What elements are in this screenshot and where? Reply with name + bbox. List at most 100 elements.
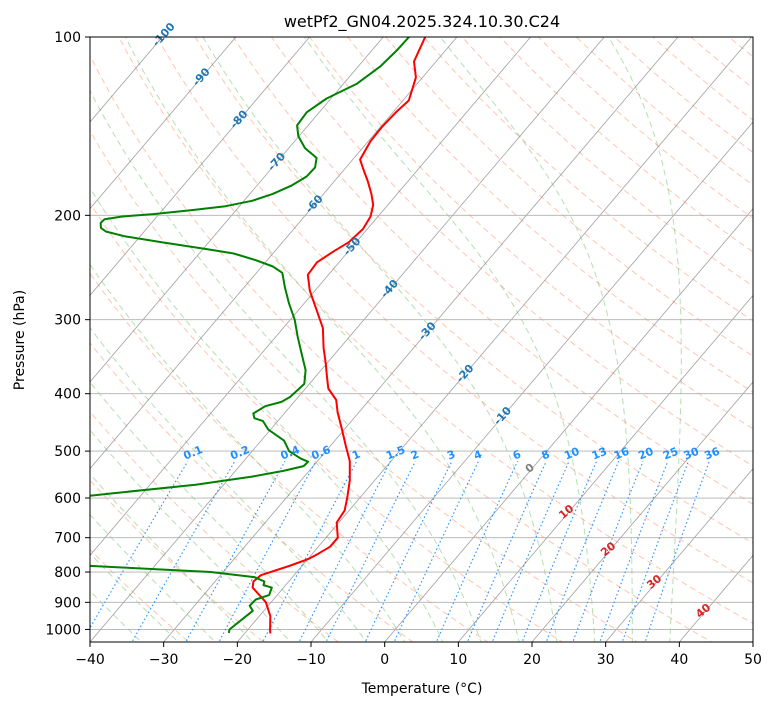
profile-series [90,37,427,634]
dry-adiabat-line [90,410,340,642]
y-tick-label: 200 [54,208,81,224]
y-tick-label: 400 [54,387,81,403]
x-tick-label: 40 [670,652,688,668]
x-tick-label: −40 [75,652,105,668]
y-tick-label: 500 [54,444,81,460]
moist-adiabat-line [202,37,558,642]
pressure-grid [90,37,753,630]
mixing-ratio-line [364,460,453,642]
isotherm-line [90,37,384,383]
moist-adiabat-line [607,37,682,642]
dry-adiabat-line [90,202,564,642]
x-axis: −40 −30 −20 −10 0 10 20 30 40 50 [75,642,762,668]
y-tick-label: 1000 [45,622,81,638]
isotherm-line [90,37,163,123]
isotherm-line [90,37,605,642]
isotherm-line [457,294,753,642]
isotherm-line [310,121,753,642]
mixing-ratio-line [218,460,317,642]
mixing-ratio-line [621,460,690,642]
mixing-ratio-label: 8 [540,448,552,463]
mixing-ratio-line [572,460,644,642]
dry-adiabat-line [90,54,713,642]
x-tick-label: 30 [597,652,615,668]
x-tick-label: 50 [744,652,762,668]
dry-adiabat-line [194,37,753,544]
isotherm-line [531,381,753,642]
plot-frame [89,36,754,643]
isotherm-line [605,468,753,642]
mixing-ratio-label: 10 [562,445,581,463]
y-axis: 100 200 300 400 500 600 700 800 900 1000 [45,30,90,638]
moist-adiabat-line [90,552,179,642]
mixing-ratio-label: 20 [636,445,655,463]
dry-adiabat-line [270,37,753,467]
mixing-ratio-label: 3 [445,448,457,463]
moist-adiabat-line [90,89,482,642]
mixing-ratio-line [466,460,547,642]
dry-adiabat-line [385,37,753,357]
mixing-ratio-line [131,460,236,642]
dry-adiabat-line [90,272,489,642]
mixing-ratio-lines [90,460,710,642]
mixing-ratio-label: 2 [409,448,421,463]
x-tick-label: 0 [380,652,389,668]
isotherms [90,37,753,642]
mixing-ratio-label: 13 [590,445,609,463]
isotherm-line [90,37,311,296]
dry-adiabats [90,37,753,642]
moist-adiabat-line [90,186,444,642]
isotherm-line [90,37,532,556]
mixing-ratio-label: 1 [350,448,362,463]
moist-adiabat-line [90,473,254,642]
dry-adiabat-line [156,37,753,584]
dry-adiabat-line [118,37,753,625]
y-axis-title: Pressure (hPa) [12,290,28,390]
dry-adiabat-line [308,37,753,430]
dewpoint-profile-line [90,37,410,634]
mixing-ratio-line [90,460,189,629]
moist-adiabats [90,37,682,642]
y-tick-label: 700 [54,531,81,547]
isotherm-line [236,37,753,642]
isotherm-line [163,37,679,642]
isotherm-line [384,208,753,642]
isotherm-line [90,37,458,470]
mixing-ratio-line [545,460,620,642]
y-tick-label: 100 [54,30,81,46]
x-axis-title: Temperature (°C) [361,681,483,697]
chart-title: wetPf2_GN04.2025.324.10.30.C24 [284,12,560,32]
mixing-ratio-line [521,460,598,642]
y-tick-label: 300 [54,313,81,329]
dry-adiabat-line [232,37,753,505]
mixing-ratio-line [393,460,479,642]
moist-adiabat-line [90,263,406,642]
x-tick-label: −20 [223,652,253,668]
mixing-ratio-line [435,460,519,642]
x-tick-label: 10 [449,652,467,668]
mixing-ratio-label: 36 [703,445,722,463]
moist-adiabat-line [439,37,633,642]
x-tick-label: −10 [296,652,326,668]
mixing-ratio-line [185,460,286,642]
mixing-ratio-line [644,461,710,642]
x-tick-label: 20 [523,652,541,668]
moist-adiabat-line [90,381,329,642]
mixing-ratio-line [491,460,570,642]
dry-adiabat-line [347,37,753,393]
dry-adiabat-line [90,479,265,642]
y-tick-label: 800 [54,565,81,581]
x-tick-label: −30 [149,652,179,668]
moist-adiabat-line [90,513,216,642]
plot-area [90,37,753,642]
isotherm-line [90,37,237,210]
mixing-ratio-label: 25 [661,445,680,463]
y-tick-label: 900 [54,595,81,611]
y-tick-label: 600 [54,491,81,507]
mixing-ratio-line [599,460,669,642]
moist-adiabat-line [90,429,291,642]
temperature-profile-line [251,37,427,634]
mixing-ratio-label: 16 [612,445,631,463]
